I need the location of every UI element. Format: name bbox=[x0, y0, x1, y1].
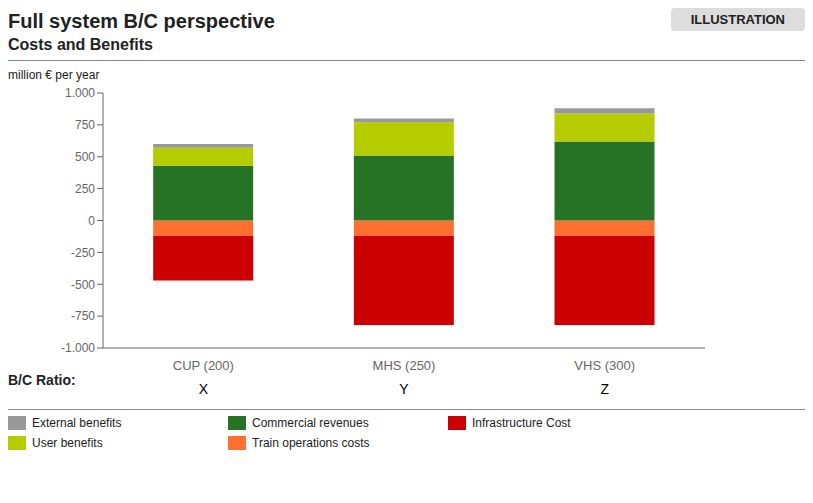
svg-text:Y: Y bbox=[399, 381, 409, 397]
svg-text:Z: Z bbox=[600, 381, 609, 397]
svg-text:MHS (250): MHS (250) bbox=[373, 358, 436, 373]
html-text:B/C Ratio:: B/C Ratio: bbox=[8, 372, 76, 388]
svg-text:0: 0 bbox=[88, 214, 95, 228]
html-text:Full system B/C perspective: Full system B/C perspective bbox=[8, 10, 275, 32]
html-text:ILLUSTRATION: ILLUSTRATION bbox=[690, 12, 785, 27]
html-text:Train operations costs: Train operations costs bbox=[252, 436, 370, 450]
html-text:Infrastructure Cost: Infrastructure Cost bbox=[472, 416, 571, 430]
svg-text:1.000: 1.000 bbox=[65, 86, 95, 100]
svg-text:-1.000: -1.000 bbox=[61, 341, 95, 355]
svg-text:-250: -250 bbox=[71, 246, 95, 260]
html-text:Commercial revenues: Commercial revenues bbox=[252, 416, 369, 430]
svg-text:CUP (200): CUP (200) bbox=[173, 358, 234, 373]
svg-text:X: X bbox=[199, 381, 209, 397]
svg-text:-500: -500 bbox=[71, 278, 95, 292]
html-text:External benefits: External benefits bbox=[32, 416, 122, 430]
html-text:User benefits: User benefits bbox=[32, 436, 103, 450]
html-text:million € per year: million € per year bbox=[8, 68, 100, 82]
svg-text:750: 750 bbox=[75, 118, 95, 132]
svg-text:VHS (300): VHS (300) bbox=[574, 358, 635, 373]
svg-text:250: 250 bbox=[75, 182, 95, 196]
svg-text:-750: -750 bbox=[71, 309, 95, 323]
svg-text:500: 500 bbox=[75, 150, 95, 164]
html-text:Costs and Benefits: Costs and Benefits bbox=[8, 36, 153, 53]
